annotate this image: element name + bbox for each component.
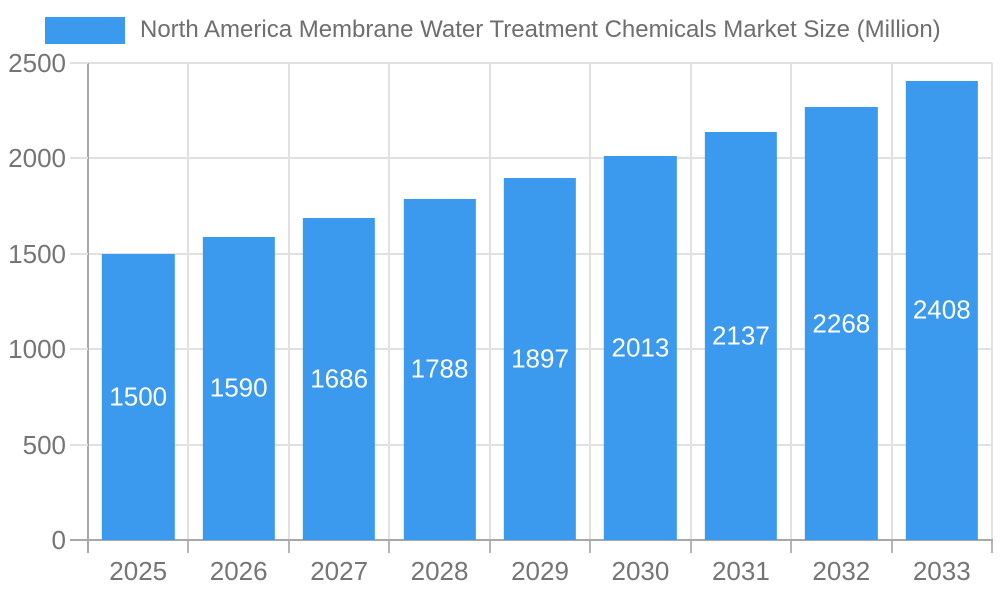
legend-item[interactable]: North America Membrane Water Treatment C…	[45, 16, 941, 44]
x-gridline	[991, 63, 993, 540]
bar-value-label: 1686	[310, 363, 369, 394]
bar-value-label: 2408	[912, 294, 971, 325]
x-axis-label: 2028	[410, 556, 469, 586]
x-axis-tick	[488, 540, 491, 553]
bar-2033[interactable]: 2408	[905, 80, 978, 540]
bar-value-label: 2137	[711, 320, 770, 351]
bar-2028[interactable]: 1788	[403, 198, 476, 540]
y-axis-tick	[70, 443, 88, 446]
x-axis-label: 2033	[912, 556, 971, 586]
x-gridline	[287, 63, 290, 540]
bar-value-label: 1788	[410, 353, 469, 384]
y-axis-label: 0	[51, 525, 66, 555]
x-axis-label: 2031	[711, 556, 770, 586]
x-gridline	[790, 63, 793, 540]
bar-value-label: 1500	[109, 381, 168, 412]
x-gridline	[689, 63, 692, 540]
x-axis-line	[87, 539, 993, 541]
x-gridline	[388, 63, 391, 540]
y-gridline	[88, 157, 992, 160]
y-axis-tick	[70, 252, 88, 255]
y-gridline	[88, 62, 992, 64]
y-axis-tick	[70, 348, 88, 351]
x-axis-tick	[388, 540, 391, 553]
x-axis-label: 2030	[611, 556, 670, 586]
x-gridline	[187, 63, 190, 540]
x-axis-tick	[790, 540, 793, 553]
x-axis-tick	[890, 540, 893, 553]
x-axis: 2025 2026 2027 2028 2029 2030 2031 2032 2033	[88, 556, 992, 590]
x-axis-tick	[689, 540, 692, 553]
x-gridline	[589, 63, 592, 540]
x-axis-label: 2032	[812, 556, 871, 586]
x-axis-label: 2026	[209, 556, 268, 586]
bar-2030[interactable]: 2013	[604, 155, 677, 540]
bar-2031[interactable]: 2137	[704, 132, 778, 540]
legend-swatch-icon	[45, 16, 125, 44]
y-axis-tick	[70, 157, 88, 160]
x-axis-tick	[991, 540, 993, 553]
y-axis-tick	[70, 62, 88, 64]
bar-2032[interactable]: 2268	[805, 107, 878, 540]
x-axis-label: 2027	[310, 556, 369, 586]
x-gridline	[890, 63, 893, 540]
bar-value-label: 1897	[511, 343, 569, 374]
y-axis-label: 2500	[8, 48, 66, 78]
y-axis-label: 1500	[8, 238, 66, 269]
plot-area: 1500 1590 1686 1788 1897 2013 2137 2268 2408	[87, 62, 993, 553]
y-axis-tick	[70, 539, 88, 541]
bar-2025[interactable]: 1500	[102, 253, 175, 540]
bar-value-label: 2268	[812, 308, 871, 339]
legend-label: North America Membrane Water Treatment C…	[140, 16, 941, 43]
y-axis-label: 1000	[8, 334, 66, 365]
bar-2029[interactable]: 1897	[503, 178, 577, 540]
bar-value-label: 1590	[209, 372, 268, 403]
bar-2026[interactable]: 1590	[202, 236, 275, 540]
x-axis-label: 2025	[109, 556, 168, 586]
bar-2027[interactable]: 1686	[302, 218, 376, 540]
x-gridline	[488, 63, 491, 540]
x-axis-tick	[589, 540, 592, 553]
y-axis-line	[87, 63, 89, 553]
x-axis-label: 2029	[511, 556, 569, 586]
bar-value-label: 2013	[611, 332, 670, 363]
y-axis-label: 500	[22, 429, 66, 460]
y-axis-label: 2000	[8, 143, 66, 174]
x-axis-tick	[187, 540, 190, 553]
x-axis-tick	[287, 540, 290, 553]
